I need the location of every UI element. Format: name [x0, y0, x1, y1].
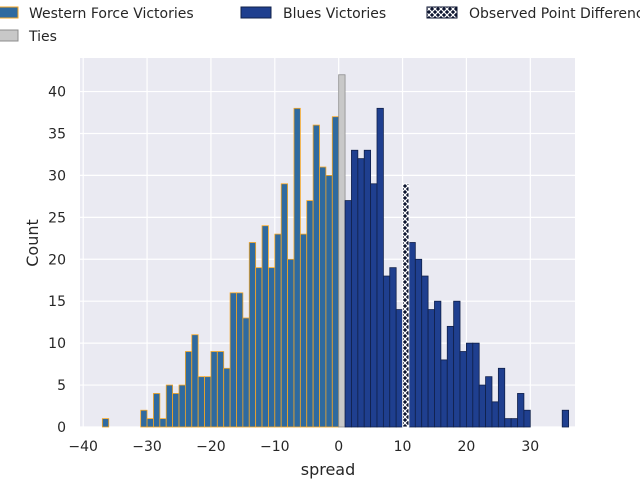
x-tick-label: −20 [196, 439, 226, 455]
bar-blues-victories [510, 418, 518, 428]
bar-blues-victories [421, 275, 429, 428]
bar-blues-victories [517, 393, 525, 428]
bar-blues-victories [434, 300, 442, 428]
bar-western-force-victories [223, 367, 231, 428]
bar-blues-victories [497, 367, 506, 428]
bar-western-force-victories [312, 124, 320, 428]
legend-label-observed: Observed Point Difference [469, 6, 640, 22]
legend-label-ties: Ties [28, 29, 57, 45]
x-axis-title: spread [301, 460, 356, 479]
bar-blues-victories [389, 267, 397, 428]
bar-western-force-victories [216, 351, 225, 428]
bar-western-force-victories [319, 166, 327, 428]
bar-western-force-victories [210, 351, 218, 428]
x-tick-label: 30 [521, 439, 539, 455]
bar-blues-victories [472, 342, 480, 428]
bar-western-force-victories [197, 376, 205, 428]
bar-western-force-victories [287, 258, 295, 428]
bar-blues-victories [478, 384, 486, 428]
x-tick-label: 0 [334, 439, 343, 455]
legend-label-western-force: Western Force Victories [29, 6, 194, 22]
bar-blues-victories [382, 275, 391, 428]
bar-western-force-victories [268, 267, 276, 428]
y-tick-label: 40 [48, 85, 66, 101]
legend-swatch-ties [0, 29, 19, 42]
bar-blues-victories [376, 107, 384, 428]
bar-western-force-victories [306, 200, 314, 428]
x-tick-label: −10 [260, 439, 290, 455]
bar-blues-victories [504, 418, 512, 428]
legend-item-ties: Ties [0, 29, 57, 45]
bar-blues-victories [344, 200, 352, 428]
bar-blues-victories [370, 183, 378, 428]
y-tick-label: 35 [48, 126, 66, 142]
legend-item-western-force: Western Force Victories [0, 6, 194, 22]
bar-blues-victories [408, 242, 416, 428]
bar-western-force-victories [248, 242, 257, 428]
bar-western-force-victories [101, 418, 110, 428]
y-tick-label: 25 [48, 210, 66, 226]
bar-western-force-victories [229, 292, 237, 428]
y-tick-label: 20 [48, 252, 66, 268]
bar-western-force-victories [331, 116, 340, 428]
bar-blues-victories [363, 149, 372, 428]
bar-blues-victories [357, 158, 365, 428]
y-tick-labels: 0 5 10 15 20 25 30 35 40 [48, 85, 66, 436]
bar-ties [338, 74, 346, 428]
bar-western-force-victories [146, 418, 154, 428]
bar-western-force-victories [191, 334, 199, 428]
bar-blues-victories [427, 309, 435, 428]
bar-blues-victories [561, 409, 570, 428]
bar-western-force-victories [299, 233, 308, 428]
y-tick-label: 5 [57, 378, 66, 394]
legend-swatch-western-force [0, 6, 19, 19]
legend: Western Force Victories Blues Victories … [0, 6, 640, 45]
bar-western-force-victories [325, 175, 333, 428]
legend-item-observed: Observed Point Difference [426, 6, 640, 22]
bar-western-force-victories [293, 107, 301, 428]
bar-blues-victories [485, 376, 493, 428]
bar-western-force-victories [274, 233, 282, 428]
y-axis-title: Count [23, 219, 42, 267]
bar-western-force-victories [255, 267, 263, 428]
x-tick-labels: −40 −30 −20 −10 0 10 20 30 [68, 439, 539, 455]
bar-western-force-victories [261, 225, 269, 428]
legend-item-blues: Blues Victories [240, 6, 386, 22]
bar-blues-victories [523, 409, 531, 428]
bar-blues-victories [459, 351, 467, 428]
x-tick-label: −40 [68, 439, 98, 455]
bar-blues-victories [351, 149, 359, 428]
bar-western-force-victories [153, 393, 161, 428]
bar-western-force-victories [140, 409, 148, 428]
bar-observed-point-difference [402, 183, 410, 428]
bar-blues-victories [466, 342, 474, 428]
x-tick-label: 10 [394, 439, 412, 455]
bar-western-force-victories [178, 384, 186, 428]
legend-swatch-blues [240, 6, 272, 19]
x-tick-label: 20 [458, 439, 476, 455]
legend-swatch-observed [426, 6, 458, 19]
bar-western-force-victories [236, 292, 244, 428]
bar-western-force-victories [172, 393, 180, 428]
bar-blues-victories [453, 300, 461, 428]
y-tick-label: 10 [48, 336, 66, 352]
bar-western-force-victories [242, 317, 250, 428]
bar-blues-victories [414, 258, 423, 428]
y-tick-label: 0 [57, 420, 66, 436]
y-tick-label: 30 [48, 168, 66, 184]
bar-western-force-victories [280, 183, 288, 428]
bar-western-force-victories [184, 351, 193, 428]
bar-blues-victories [446, 325, 455, 428]
bar-western-force-victories [159, 418, 167, 428]
bars [101, 74, 570, 428]
bar-western-force-victories [204, 376, 212, 428]
bar-blues-victories [491, 401, 499, 428]
x-tick-label: −30 [132, 439, 162, 455]
bar-blues-victories [440, 359, 448, 428]
bar-blues-victories [395, 309, 403, 428]
y-tick-label: 15 [48, 294, 66, 310]
legend-label-blues: Blues Victories [283, 6, 386, 22]
bar-western-force-victories [165, 384, 174, 428]
